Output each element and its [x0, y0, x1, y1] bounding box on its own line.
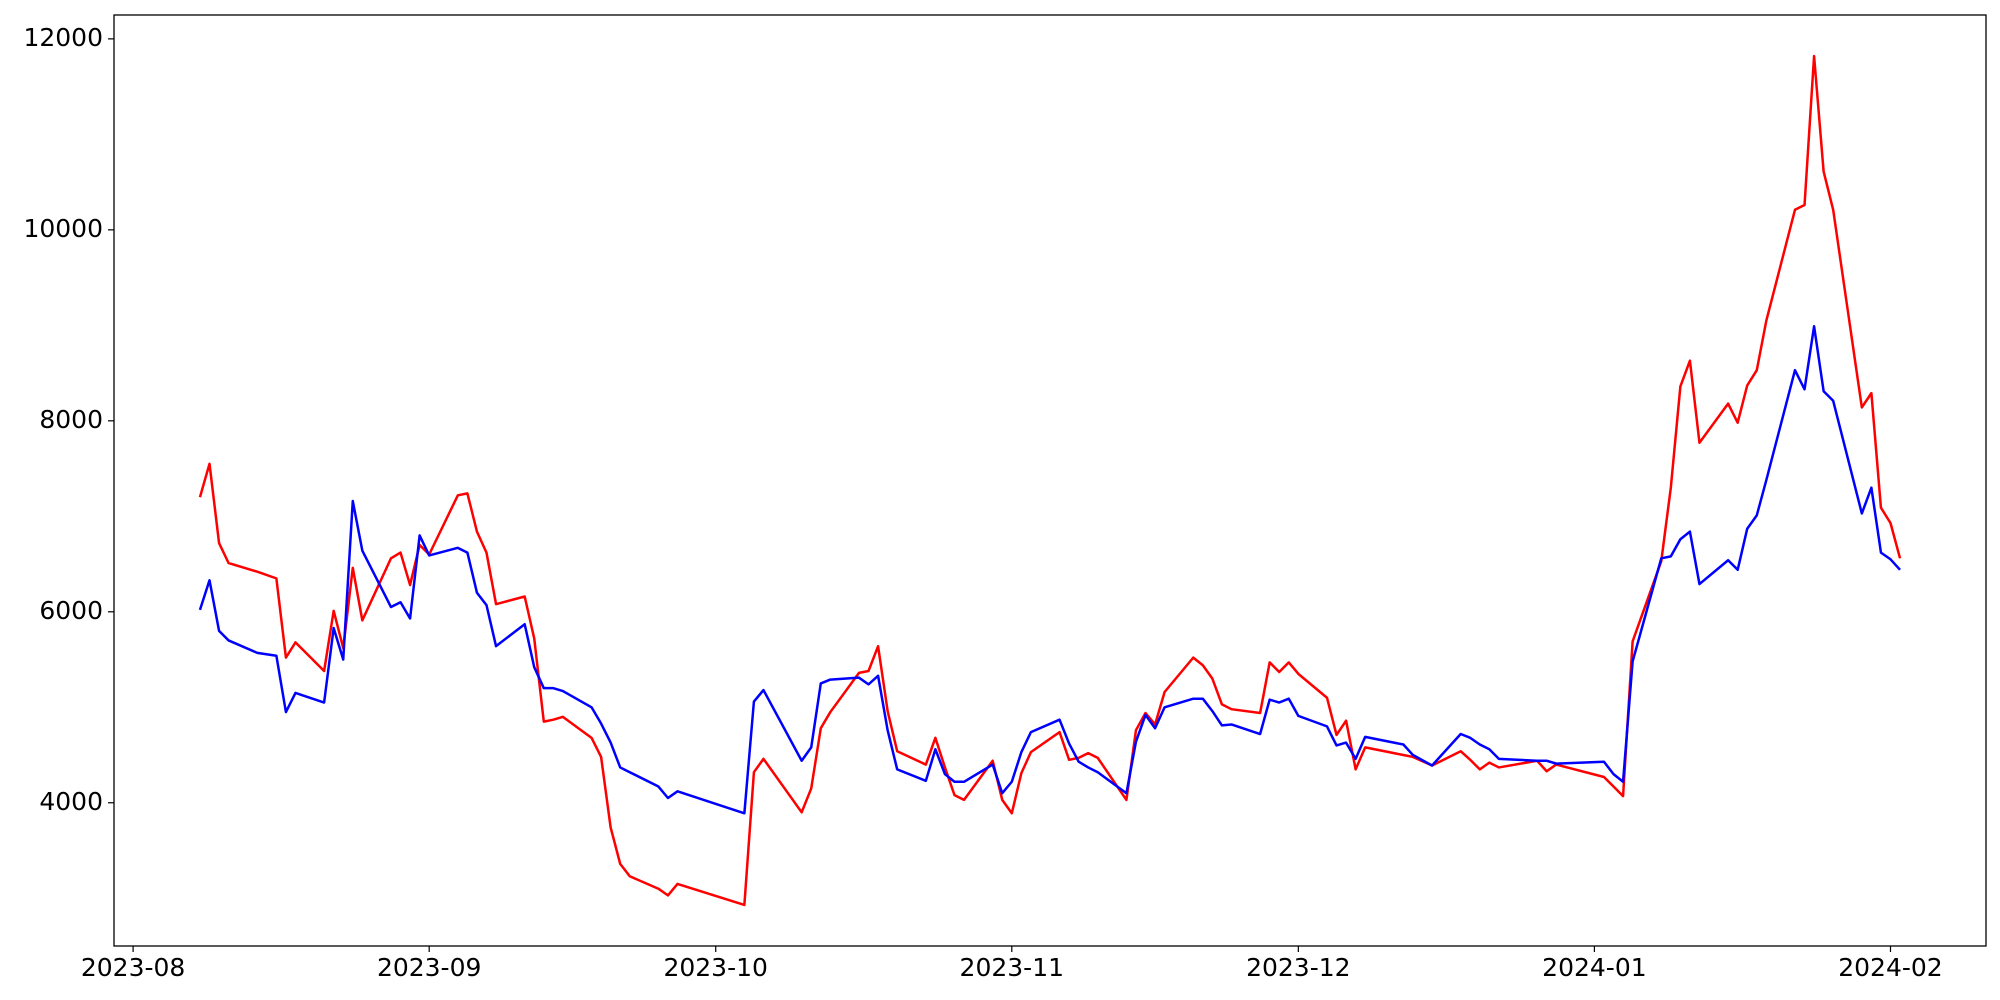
series-line [198, 54, 1902, 907]
series-line [198, 325, 1901, 815]
x-tick-label: 2023-09 [377, 953, 481, 982]
y-tick-label: 10000 [23, 214, 103, 243]
x-tick-label: 2024-02 [1838, 953, 1942, 982]
x-tick-label: 2023-10 [663, 953, 767, 982]
y-tick-label: 6000 [39, 596, 103, 625]
y-tick-label: 12000 [23, 23, 103, 52]
x-tick-label: 2023-11 [960, 953, 1064, 982]
x-tick-label: 2023-12 [1246, 953, 1350, 982]
x-tick-label: 2023-08 [81, 953, 185, 982]
y-tick-label: 4000 [39, 787, 103, 816]
x-tick-label: 2024-01 [1542, 953, 1646, 982]
plot-frame [113, 14, 1987, 947]
y-tick-label: 8000 [39, 405, 103, 434]
